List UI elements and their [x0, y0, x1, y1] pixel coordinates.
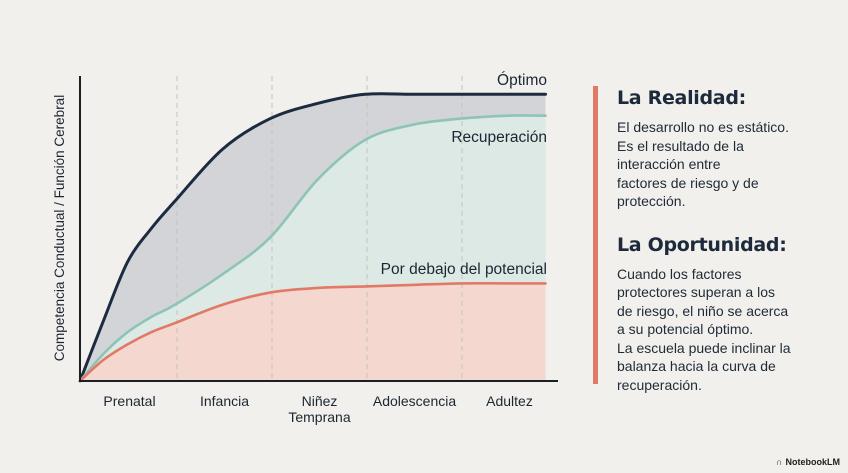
body-line: La escuela puede inclinar la: [617, 339, 791, 356]
series-label: Óptimo: [497, 72, 547, 89]
series-label: Por debajo del potencial: [381, 261, 547, 278]
x-tick-label: Infancia: [200, 393, 249, 409]
body-line: protección.: [617, 193, 686, 209]
body-line: a su potencial óptimo.: [617, 321, 754, 337]
notebooklm-logo-icon: ∩: [776, 457, 783, 467]
section-opportunity: La Oportunidad: Cuando los factores prote…: [617, 233, 837, 395]
watermark-label: NotebookLM: [785, 457, 841, 467]
x-tick-label: Niñez: [302, 393, 338, 409]
section-reality: La Realidad: El desarrollo no es estátic…: [617, 86, 837, 211]
y-axis-label: Competencia Conductual / Función Cerebra…: [52, 95, 67, 361]
section-body: Cuando los factores protectores superan a…: [617, 265, 837, 395]
series-line-2: [78, 281, 547, 383]
x-tick-label: Adultez: [486, 393, 533, 409]
series-label: Recuperación: [451, 129, 547, 146]
section-heading: La Oportunidad:: [617, 233, 787, 256]
series-line-0: [78, 92, 547, 383]
series-line-1: [78, 114, 547, 383]
body-line: de riesgo, el niño se acerca: [617, 302, 789, 319]
body-line: Es el resultado de la: [617, 137, 744, 154]
body-line: recuperación.: [617, 376, 702, 393]
accent-bar: [593, 86, 598, 384]
section-heading: La Realidad:: [617, 87, 746, 109]
x-tick-label: Temprana: [288, 409, 350, 425]
section-body: El desarrollo no es estático. Es el resul…: [617, 118, 837, 211]
x-tick-label: Adolescencia: [373, 393, 456, 409]
watermark: ∩ NotebookLM: [776, 457, 840, 467]
body-line: interacción entre: [617, 156, 721, 172]
explanation-panel: La Realidad: El desarrollo no es estátic…: [593, 86, 833, 393]
body-line: factores de riesgo y de: [617, 174, 759, 191]
series-fill-2: [80, 283, 546, 381]
x-tick-label: Prenatal: [103, 393, 155, 409]
body-line: El desarrollo no es estático.: [617, 119, 789, 135]
body-line: Cuando los factores: [617, 265, 742, 282]
body-line: protectores superan a los: [617, 284, 775, 300]
body-line: balanza hacia la curva de: [617, 358, 776, 374]
